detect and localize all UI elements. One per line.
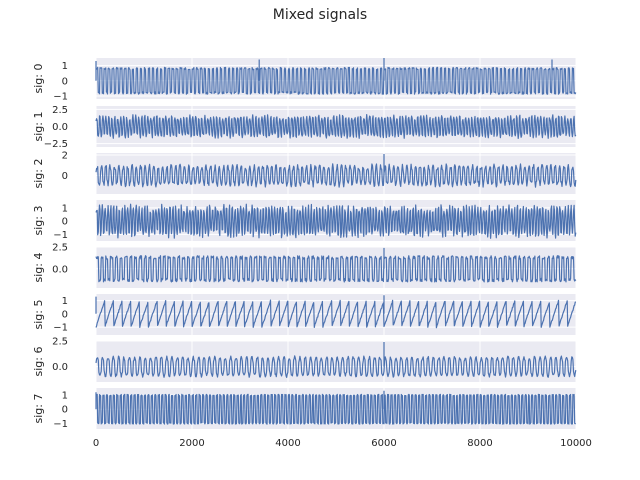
- subplot-5-ytick-label-0: −1: [53, 323, 68, 334]
- xtick-label-0: 0: [93, 438, 99, 449]
- subplot-3-ytick-label-2: 1: [62, 203, 68, 214]
- subplot-7-ylabel: sig: 7: [32, 394, 45, 424]
- subplot-7-ytick-label-1: 0: [62, 405, 68, 416]
- subplot-4-ylabel: sig: 4: [32, 253, 45, 283]
- subplot-1-ylabel: sig: 1: [32, 112, 45, 142]
- subplot-7-ytick-label-2: 1: [62, 391, 68, 402]
- subplot-4-series-line: [95, 247, 577, 283]
- xtick-label-5: 10000: [560, 438, 592, 449]
- subplot-6-ylabel: sig: 6: [32, 347, 45, 377]
- subplot-2-ytick-label-1: 2: [62, 151, 68, 162]
- xtick-label-3: 6000: [371, 438, 396, 449]
- subplot-0-ytick-label-1: 0: [62, 76, 68, 87]
- subplot-7-ytick-label-0: −1: [53, 419, 68, 430]
- subplot-3-ytick-label-0: −1: [53, 230, 68, 241]
- subplot-6-ytick-label-0: 0.0: [52, 362, 68, 373]
- subplot-7-series-line: [95, 390, 576, 425]
- subplot-1-ytick-label-2: 2.5: [52, 105, 68, 116]
- subplot-1-series-line: [95, 114, 577, 139]
- subplot-3-ytick-label-1: 0: [62, 217, 68, 228]
- subplot-2-series-line: [95, 154, 577, 188]
- xtick-label-1: 2000: [179, 438, 204, 449]
- subplot-6-ytick-label-1: 2.5: [52, 337, 68, 348]
- subplot-2-ylabel: sig: 2: [32, 159, 45, 189]
- subplot-3-series-line: [95, 203, 577, 239]
- subplot-5-ylabel: sig: 5: [32, 300, 45, 330]
- subplot-5-series-line: [95, 295, 577, 329]
- chart-title: Mixed signals: [272, 7, 368, 23]
- subplot-6-series-line: [95, 342, 577, 378]
- subplot-4-ytick-label-1: 2.5: [52, 243, 68, 254]
- subplot-4-ytick-label-0: 0.0: [52, 264, 68, 275]
- subplot-2-ytick-label-0: 0: [62, 171, 68, 182]
- subplot-1-ytick-label-1: 0.0: [52, 122, 68, 133]
- subplot-0-series-line: [95, 58, 577, 95]
- subplot-0-ytick-label-0: −1: [53, 91, 68, 102]
- subplot-0-ytick-label-2: 1: [62, 61, 68, 72]
- xtick-label-2: 4000: [275, 438, 300, 449]
- subplot-3-ylabel: sig: 3: [32, 206, 45, 236]
- subplot-5-ytick-label-1: 0: [62, 309, 68, 320]
- subplot-0-ylabel: sig: 0: [32, 64, 45, 94]
- subplot-5-ytick-label-2: 1: [62, 296, 68, 307]
- xtick-label-4: 8000: [467, 438, 492, 449]
- subplot-1-ytick-label-0: −2.5: [44, 139, 68, 150]
